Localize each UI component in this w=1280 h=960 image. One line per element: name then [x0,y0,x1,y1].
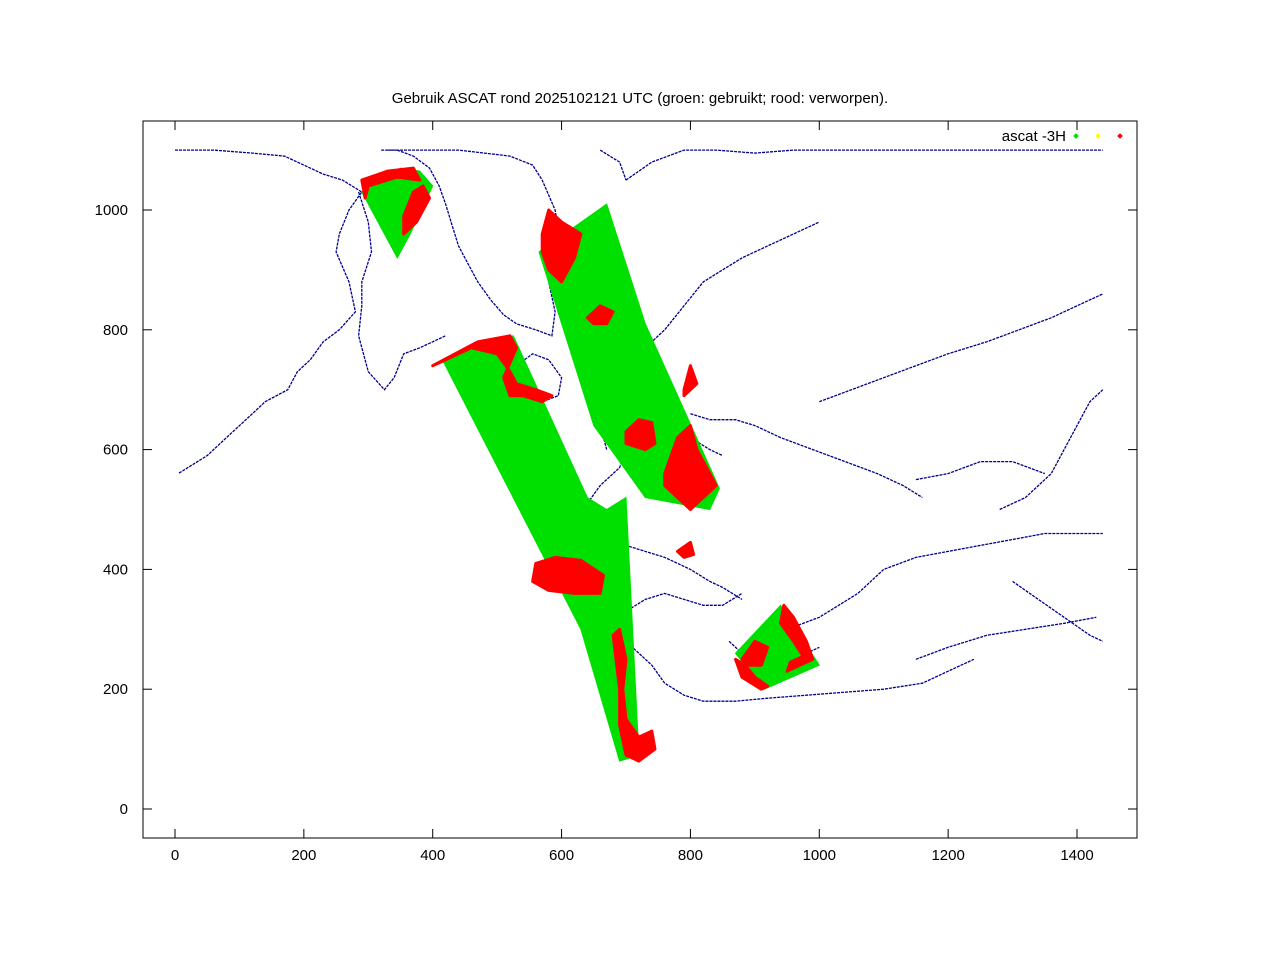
x-tick-label-0: 0 [171,847,179,864]
y-tick-label-200: 200 [103,681,128,698]
rejected-region-1 [402,184,431,236]
x-tick-label-1000: 1000 [803,847,836,864]
rejected-region-5 [540,208,583,284]
axes: 0 200 400 600 800 1000 1200 1400 0 200 400 600 800 10… [95,120,1138,864]
x-tick-label-1200: 1200 [931,847,964,864]
coastline-8 [612,628,975,702]
coastline-7 [561,544,743,600]
x-tick-label-200: 200 [291,847,316,864]
coastline-1 [381,149,563,337]
y-tick-label-0: 0 [120,801,128,818]
plot-area [175,149,1104,763]
used-observations [361,167,821,762]
chart-title: Gebruik ASCAT rond 2025102121 UTC (groen… [392,90,888,107]
legend-marker-2 [1117,133,1123,139]
rejected-region-9 [682,364,699,398]
coastline-group [175,149,1104,702]
legend-marker-0 [1073,133,1079,139]
legend: ascat -3H [1002,128,1123,145]
x-tick-label-1400: 1400 [1060,847,1093,864]
y-tick-label-400: 400 [103,561,128,578]
rejected-region-6 [585,304,615,326]
coastline-6 [690,413,923,499]
rejected-observations [360,166,815,763]
coastline-0 [175,149,363,475]
legend-marker-1 [1095,133,1101,139]
legend-label: ascat -3H [1002,128,1066,145]
y-tick-label-600: 600 [103,442,128,459]
coastline-15 [1012,580,1104,642]
rejected-region-3 [531,555,605,595]
y-tick-label-1000: 1000 [95,202,128,219]
rejected-region-11 [779,603,815,673]
coastline-14 [915,460,1046,481]
plot-inner [175,149,1104,763]
rejected-region-13 [676,540,696,559]
y-tick-label-800: 800 [103,322,128,339]
plot-frame [142,120,1138,839]
rejected-region-8 [663,424,718,511]
rejected-region-2 [431,334,554,404]
x-tick-label-400: 400 [420,847,445,864]
rejected-region-7 [624,418,657,452]
rejected-region-10 [740,639,770,667]
coastline-17 [599,149,627,181]
coastline-10 [915,616,1097,660]
coastline-12 [999,389,1104,511]
coastline-11 [819,293,1104,403]
coastline-16 [625,149,1103,181]
rejected-region-4 [611,627,657,763]
coastline-13 [786,532,1103,630]
rejected-region-0 [360,166,422,200]
rejected-region-12 [734,657,770,691]
coastline-2 [357,191,446,391]
x-tick-label-600: 600 [549,847,574,864]
x-tick-label-800: 800 [678,847,703,864]
used-region-2 [538,203,720,511]
